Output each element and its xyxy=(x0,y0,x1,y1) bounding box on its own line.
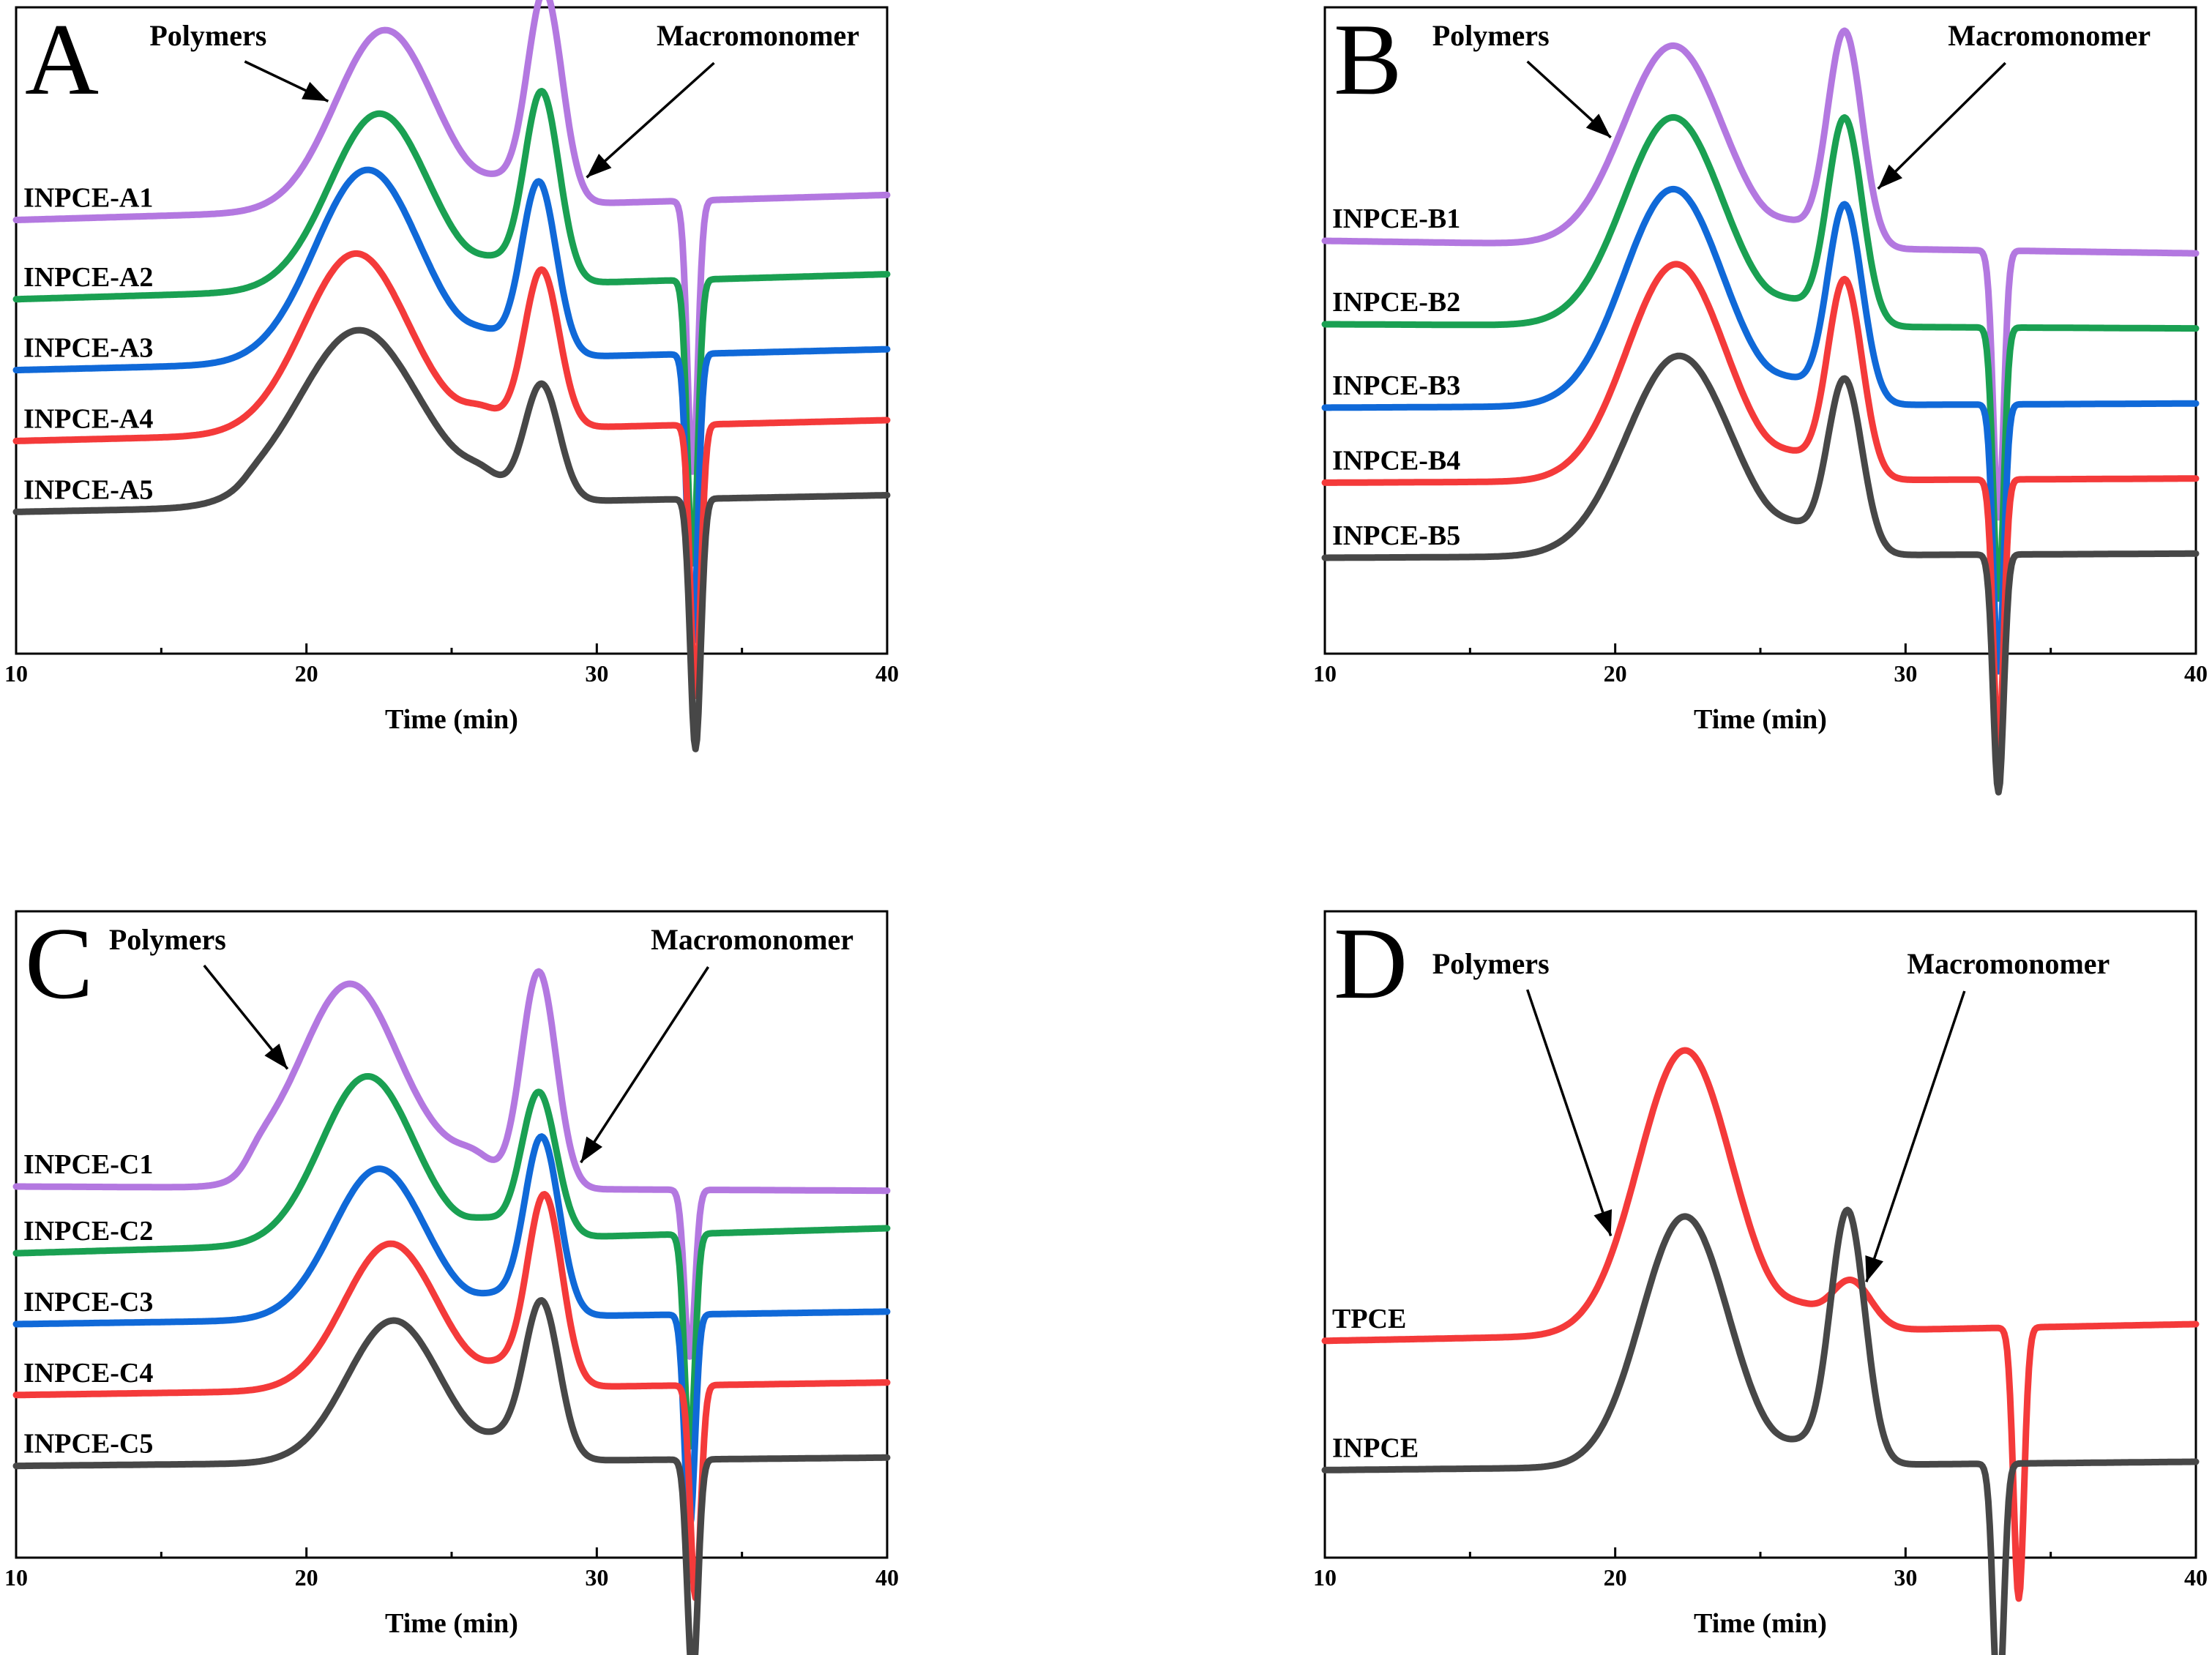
x-axis-title: Time (min) xyxy=(385,1608,518,1639)
x-tick-label: 30 xyxy=(585,1564,608,1591)
polymers-arrow-head xyxy=(1585,113,1611,138)
macromonomer-arrow-head xyxy=(1877,164,1903,189)
trace-inpce-c2 xyxy=(12,1073,891,1450)
series-label-inpce-c3: INPCE-C3 xyxy=(23,1287,153,1318)
panel-A: 10 20 30 40 Time (min) A INPCE-A1 INPCE-A2 INPCE… xyxy=(4,0,899,752)
series-label-inpce-a1: INPCE-A1 xyxy=(23,183,153,214)
x-tick-label: 10 xyxy=(4,1564,28,1591)
polymers-arrow-head xyxy=(264,1043,288,1069)
trace-inpce-a3 xyxy=(12,166,891,646)
series-label-inpce-a5: INPCE-A5 xyxy=(23,474,153,505)
trace-inpce-b5 xyxy=(1321,352,2200,796)
x-tick-label: 10 xyxy=(1313,660,1337,687)
trace-inpce-b2 xyxy=(1321,113,2200,602)
annotation-macromonomer: Macromonomer xyxy=(651,923,853,956)
trace-inpce-b4 xyxy=(1321,261,2200,750)
x-tick-label: 40 xyxy=(875,1564,899,1591)
plot-frame xyxy=(15,6,889,655)
series-label-inpce-b1: INPCE-B1 xyxy=(1332,203,1460,234)
panel-C: 10 20 30 40 Time (min) C INPCE-C1 INPCE-C2 INPCE… xyxy=(4,907,899,1655)
annotation-macromonomer: Macromonomer xyxy=(1948,19,2151,52)
polymers-arrow-head xyxy=(1593,1209,1613,1236)
x-tick-label: 10 xyxy=(1313,1564,1337,1591)
x-axis-title: Time (min) xyxy=(1694,1608,1827,1639)
series-label-inpce-a3: INPCE-A3 xyxy=(23,333,153,364)
trace-inpce-b3 xyxy=(1321,185,2200,675)
series-label-tpce: TPCE xyxy=(1332,1304,1406,1334)
trace-inpce-a5 xyxy=(12,326,891,752)
trace-inpce-a1 xyxy=(12,0,891,475)
series-label-inpce-c5: INPCE-C5 xyxy=(23,1429,153,1460)
x-tick-label: 40 xyxy=(875,660,899,687)
x-tick-label: 20 xyxy=(295,660,318,687)
annotation-polymers: Polymers xyxy=(1432,947,1550,980)
polymers-arrow-head xyxy=(302,81,329,102)
panel-B: 10 20 30 40 Time (min) B INPCE-B1 INPCE-B2 INPCE… xyxy=(1313,3,2208,796)
annotation-polymers: Polymers xyxy=(109,923,226,956)
panel-letter: B xyxy=(1334,3,1402,116)
series-label-inpce: INPCE xyxy=(1332,1432,1419,1463)
annotation-macromonomer: Macromonomer xyxy=(1907,947,2110,980)
series-label-inpce-b4: INPCE-B4 xyxy=(1332,445,1460,476)
macromonomer-arrow-line xyxy=(1877,61,2006,190)
trace-inpce-c4 xyxy=(12,1191,891,1602)
panel-D: 10 20 30 40 Time (min) D TPCE INPCE Polymers Macr… xyxy=(1313,907,2208,1655)
trace-inpce-b1 xyxy=(1321,27,2200,521)
trace-inpce xyxy=(1321,1206,2200,1655)
annotation-polymers: Polymers xyxy=(149,19,266,52)
x-tick-label: 40 xyxy=(2184,660,2208,687)
trace-inpce-a4 xyxy=(12,250,891,699)
trace-inpce-c1 xyxy=(12,968,891,1360)
panel-letter: A xyxy=(25,3,99,116)
annotation-polymers: Polymers xyxy=(1432,19,1550,52)
trace-tpce xyxy=(1321,1047,2200,1602)
panel-letter: C xyxy=(25,907,93,1020)
series-label-inpce-c1: INPCE-C1 xyxy=(23,1149,153,1180)
series-label-inpce-b5: INPCE-B5 xyxy=(1332,520,1460,551)
trace-inpce-c5 xyxy=(12,1297,891,1655)
trace-inpce-a2 xyxy=(12,88,891,567)
series-label-inpce-b2: INPCE-B2 xyxy=(1332,287,1460,318)
panel-letter: D xyxy=(1334,907,1408,1020)
x-tick-label: 20 xyxy=(295,1564,318,1591)
x-tick-label: 30 xyxy=(1894,660,1917,687)
series-label-inpce-c2: INPCE-C2 xyxy=(23,1216,153,1247)
series-label-inpce-b3: INPCE-B3 xyxy=(1332,370,1460,401)
series-label-inpce-c4: INPCE-C4 xyxy=(23,1358,153,1389)
x-tick-label: 30 xyxy=(585,660,608,687)
macromonomer-arrow-head xyxy=(1865,1255,1884,1282)
macromonomer-arrow-head xyxy=(580,1136,603,1163)
macromonomer-arrow-line xyxy=(586,61,715,179)
series-label-inpce-a4: INPCE-A4 xyxy=(23,403,153,434)
x-tick-label: 20 xyxy=(1604,660,1627,687)
x-tick-label: 30 xyxy=(1894,1564,1917,1591)
annotation-macromonomer: Macromonomer xyxy=(657,19,859,52)
x-axis-title: Time (min) xyxy=(385,704,518,735)
trace-inpce-c3 xyxy=(12,1133,891,1531)
x-axis-title: Time (min) xyxy=(1694,704,1827,735)
macromonomer-arrow-head xyxy=(586,154,612,178)
series-label-inpce-a2: INPCE-A2 xyxy=(23,262,153,293)
x-tick-label: 20 xyxy=(1604,1564,1627,1591)
x-tick-label: 40 xyxy=(2184,1564,2208,1591)
polymers-arrow-line xyxy=(1526,989,1613,1236)
x-tick-label: 10 xyxy=(4,660,28,687)
macromonomer-arrow-line xyxy=(1865,990,1966,1282)
macromonomer-arrow-line xyxy=(580,966,710,1164)
